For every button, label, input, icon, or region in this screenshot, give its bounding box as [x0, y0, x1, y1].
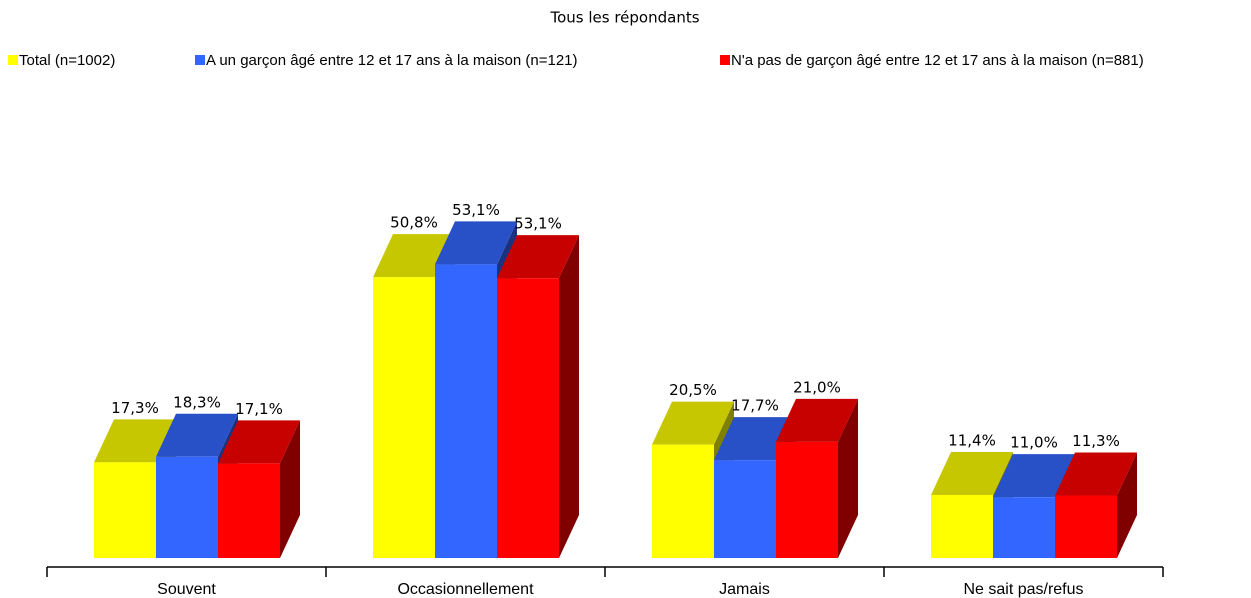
bar-front [156, 456, 218, 558]
legend-swatch [8, 55, 18, 65]
data-label: 20,5% [669, 381, 717, 399]
bar-front [435, 264, 497, 558]
bar-front [993, 497, 1055, 558]
data-label: 11,3% [1072, 432, 1120, 450]
bar-top [497, 235, 579, 279]
data-label: 53,1% [514, 215, 562, 233]
bar [776, 398, 858, 558]
data-label: 21,0% [793, 378, 841, 396]
bar [1055, 452, 1137, 558]
legend-label: A un garçon âgé entre 12 et 17 ans à la … [206, 52, 578, 69]
bar-front [1055, 495, 1117, 558]
legend-swatch [720, 55, 730, 65]
data-label: 17,7% [731, 397, 779, 415]
bar [497, 235, 579, 558]
bar-front [373, 277, 435, 558]
bar-side [559, 235, 579, 558]
bar-top [218, 420, 300, 464]
x-tick-label: Jamais [719, 581, 770, 598]
x-tick-label: Souvent [157, 581, 216, 598]
legend-label: N'a pas de garçon âgé entre 12 et 17 ans… [731, 52, 1144, 69]
bar-top [94, 419, 176, 463]
legend-label: Total (n=1002) [19, 52, 115, 69]
data-label: 18,3% [173, 393, 221, 411]
data-label: 53,1% [452, 201, 500, 219]
bar-front [218, 463, 280, 558]
bar-top [993, 454, 1075, 498]
legend-swatch [195, 55, 205, 65]
bar-side [280, 420, 300, 558]
bar-top [652, 401, 734, 445]
bar-top [435, 221, 517, 265]
bar-side [1117, 452, 1137, 558]
bar-front [714, 460, 776, 558]
chart-title: Tous les répondants [549, 9, 699, 27]
data-label: 11,4% [948, 431, 996, 449]
bar-side [838, 398, 858, 558]
bar-top [931, 451, 1013, 495]
bar-top [1055, 452, 1137, 496]
bar [931, 451, 1013, 558]
x-tick-label: Ne sait pas/refus [963, 581, 1083, 598]
bar-front [931, 494, 993, 558]
data-label: 50,8% [390, 214, 438, 232]
bar [218, 420, 300, 558]
bar-top [156, 413, 238, 457]
bar-front [497, 278, 559, 558]
bar-top [776, 398, 858, 442]
bar [714, 417, 796, 558]
x-tick-label: Occasionnellement [397, 581, 534, 598]
bar-front [652, 444, 714, 558]
data-label: 11,0% [1010, 434, 1058, 452]
data-label: 17,3% [111, 399, 159, 417]
bar-top [714, 417, 796, 461]
data-label: 17,1% [235, 400, 283, 418]
bar-front [94, 462, 156, 558]
bar-front [776, 441, 838, 558]
bar-top [373, 234, 455, 278]
